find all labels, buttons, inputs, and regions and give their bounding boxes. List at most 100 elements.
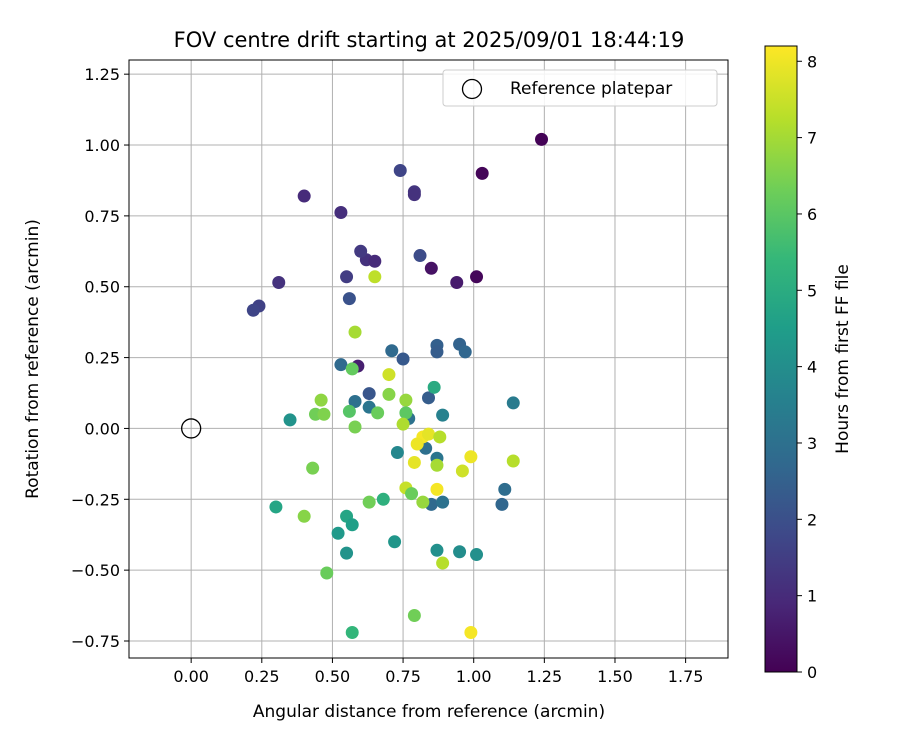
- colorbar-label: Hours from first FF file: [833, 264, 853, 454]
- data-point: [436, 408, 450, 422]
- data-point: [399, 406, 413, 420]
- data-point: [405, 487, 419, 501]
- data-point: [306, 461, 320, 475]
- data-point: [506, 454, 520, 468]
- data-point: [450, 275, 464, 289]
- y-tick-label: −0.25: [71, 490, 120, 509]
- x-tick-label: 0.50: [315, 667, 351, 686]
- data-point: [396, 417, 410, 431]
- y-axis-label: Rotation from reference (arcmin): [23, 219, 43, 499]
- data-point: [297, 189, 311, 203]
- data-point: [430, 345, 444, 359]
- data-point: [348, 420, 362, 434]
- data-point: [399, 393, 413, 407]
- data-point: [427, 380, 441, 394]
- data-point: [393, 164, 407, 178]
- data-point: [368, 270, 382, 284]
- data-point: [317, 407, 331, 421]
- data-point: [331, 526, 345, 540]
- y-tick-label: 0.00: [84, 419, 120, 438]
- data-point: [272, 275, 286, 289]
- plot-frame: [128, 59, 729, 659]
- data-point: [413, 249, 427, 263]
- data-point: [475, 166, 489, 180]
- data-point: [362, 387, 376, 401]
- chart-title: FOV centre drift starting at 2025/09/01 …: [174, 28, 685, 52]
- y-tick-label: 0.50: [84, 278, 120, 297]
- legend-label: Reference platepar: [510, 79, 672, 99]
- data-point: [368, 254, 382, 268]
- data-point: [506, 396, 520, 410]
- colorbar-ticks: 0 1 2 3 4 5 6 7 8: [797, 52, 817, 682]
- axis-ticks: 0.00 0.25 0.50 0.75 1.00 1.25 1.50 1.75 −0.75 −0.…: [71, 65, 703, 686]
- data-point: [416, 495, 430, 509]
- data-point: [407, 188, 421, 202]
- x-tick-label: 1.75: [668, 667, 704, 686]
- data-point: [430, 543, 444, 557]
- y-tick-label: −0.75: [71, 632, 120, 651]
- data-point: [314, 393, 328, 407]
- data-point: [430, 458, 444, 472]
- grid: [129, 60, 728, 658]
- colorbar-tick-label: 8: [807, 52, 817, 71]
- data-point: [297, 509, 311, 523]
- data-point: [342, 404, 356, 418]
- data-point: [424, 261, 438, 275]
- data-point: [371, 406, 385, 420]
- data-point: [340, 270, 354, 284]
- data-point: [436, 556, 450, 570]
- data-point: [390, 446, 404, 460]
- data-point: [396, 352, 410, 366]
- legend-marker: [461, 78, 483, 100]
- data-point: [453, 545, 467, 559]
- data-points: [246, 132, 549, 639]
- x-tick-label: 1.50: [597, 667, 633, 686]
- data-point: [348, 395, 362, 409]
- data-point: [334, 205, 348, 219]
- data-point: [269, 500, 283, 514]
- data-point: [283, 413, 297, 427]
- data-point: [455, 464, 469, 478]
- x-tick-label: 0.25: [244, 667, 280, 686]
- data-point: [422, 391, 435, 405]
- data-point: [407, 608, 421, 622]
- colorbar-tick-label: 4: [807, 358, 817, 377]
- y-tick-label: 0.75: [84, 207, 120, 226]
- x-tick-label: 0.00: [173, 667, 209, 686]
- data-point: [376, 492, 390, 506]
- data-point: [354, 244, 368, 258]
- data-point: [382, 387, 396, 401]
- data-point: [498, 482, 512, 496]
- data-point: [348, 325, 362, 339]
- data-point: [407, 455, 421, 469]
- colorbar-tick-label: 0: [807, 663, 817, 682]
- data-point: [342, 292, 356, 306]
- data-point: [470, 548, 484, 562]
- data-point: [362, 495, 376, 509]
- data-point: [495, 497, 509, 511]
- x-axis-label: Angular distance from reference (arcmin): [253, 702, 605, 722]
- data-point: [430, 482, 444, 496]
- colorbar-tick-label: 1: [807, 587, 817, 606]
- data-point: [464, 625, 478, 639]
- x-tick-label: 0.75: [385, 667, 421, 686]
- colorbar-tick-label: 5: [807, 281, 817, 300]
- y-tick-label: −0.50: [71, 561, 120, 580]
- colorbar-tick-label: 6: [807, 205, 817, 224]
- data-point: [410, 437, 424, 451]
- data-point: [345, 362, 359, 376]
- y-tick-label: 1.25: [84, 65, 120, 84]
- y-tick-label: 1.00: [84, 136, 120, 155]
- reference-platepar-marker: [181, 418, 202, 439]
- colorbar-tick-label: 3: [807, 434, 817, 453]
- data-point: [464, 450, 478, 464]
- x-tick-label: 1.00: [456, 667, 492, 686]
- data-point: [458, 345, 472, 359]
- colorbar: 0 1 2 3 4 5 6 7 8 Hours from first FF file: [764, 45, 853, 682]
- data-point: [535, 132, 549, 146]
- data-point: [320, 566, 334, 580]
- x-tick-label: 1.25: [527, 667, 563, 686]
- data-point: [334, 358, 348, 372]
- y-tick-label: 0.25: [84, 349, 120, 368]
